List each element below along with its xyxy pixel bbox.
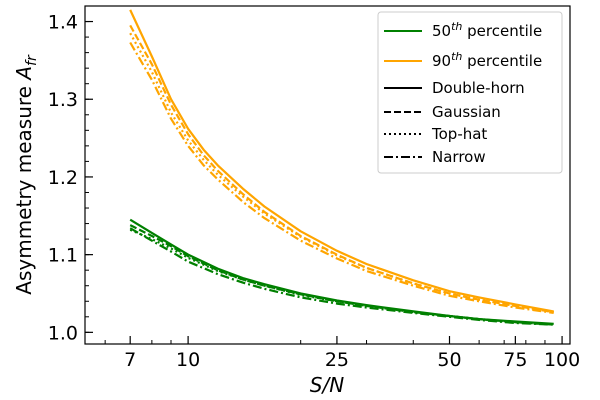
x-tick-label: 100 xyxy=(544,349,580,371)
y-tick-label: 1.4 xyxy=(48,12,78,34)
y-axis-label: Asymmetry measure Afr xyxy=(12,54,40,295)
y-tick-label: 1.2 xyxy=(48,167,78,189)
y-tick-label: 1.0 xyxy=(48,322,78,344)
series-line-50th-narrow xyxy=(129,227,554,326)
legend-label: 90th percentile xyxy=(432,50,542,70)
series-line-50th-gaussian xyxy=(129,224,554,326)
x-tick-label: 75 xyxy=(503,349,527,371)
series-line-50th-double-horn xyxy=(129,218,554,325)
x-tick-label: 50 xyxy=(437,349,461,371)
series-line-90th-narrow xyxy=(129,41,554,314)
x-tick-label: 7 xyxy=(124,349,136,371)
series-layer xyxy=(129,9,554,326)
x-tick-label: 10 xyxy=(176,349,200,371)
tick-layer: 7 10 25 50 75 100 1.0 1.1 1.2 1.3 1.4 xyxy=(48,12,580,371)
y-tick-label: 1.1 xyxy=(48,245,78,267)
x-axis-label: S/N xyxy=(310,373,344,397)
legend-label: Narrow xyxy=(432,148,486,166)
y-tick-label: 1.3 xyxy=(48,89,78,111)
plot-frame xyxy=(84,5,571,345)
legend-label: Double-horn xyxy=(432,79,525,97)
legend-label: Top-hat xyxy=(431,125,487,143)
x-tick-label: 25 xyxy=(325,349,349,371)
series-line-50th-top-hat xyxy=(129,228,554,326)
legend: 50th percentile 90th percentile Double-hor… xyxy=(377,11,563,174)
series-line-90th-double-horn xyxy=(129,9,554,313)
legend-box xyxy=(377,11,563,174)
legend-label: 50th percentile xyxy=(432,20,542,40)
legend-label: Gaussian xyxy=(432,103,501,121)
series-line-90th-top-hat xyxy=(129,32,554,314)
